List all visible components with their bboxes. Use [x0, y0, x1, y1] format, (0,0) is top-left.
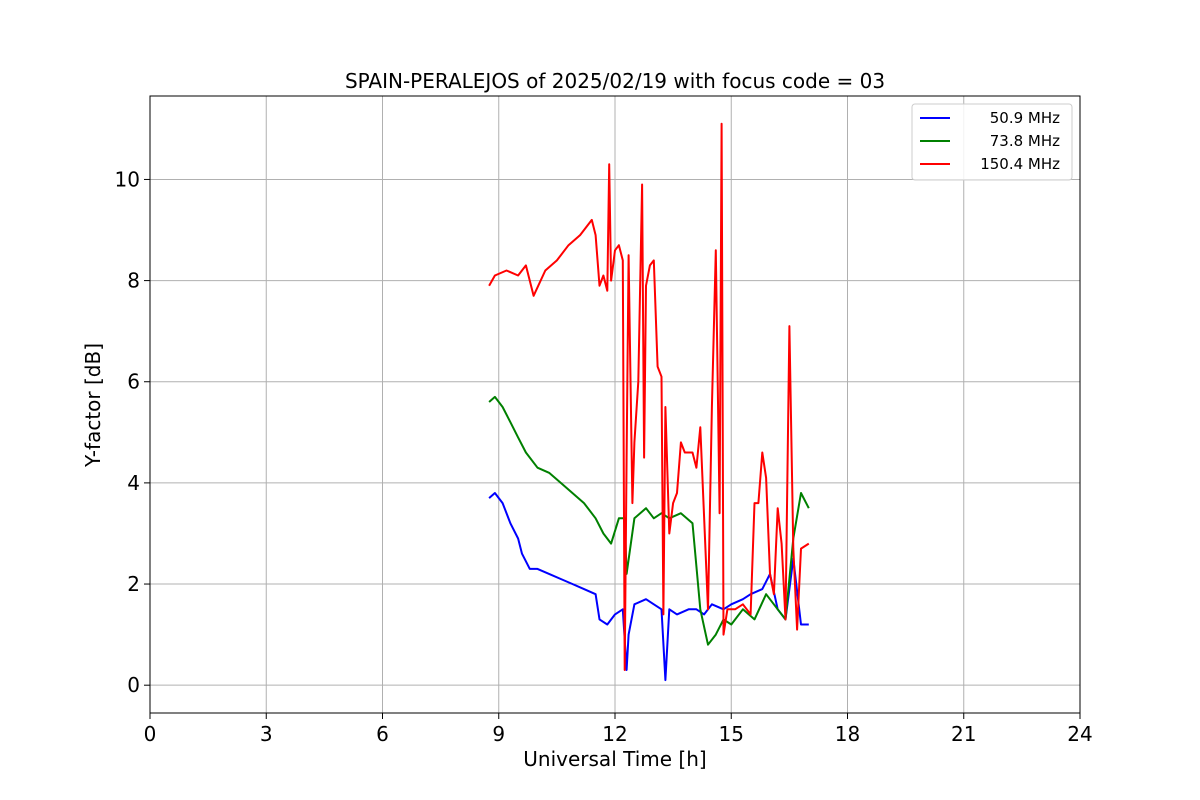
y-tick-label: 8 [127, 269, 140, 293]
x-tick-label: 18 [835, 722, 860, 746]
legend-label: 50.9 MHz [990, 109, 1060, 127]
x-tick-label: 0 [144, 722, 157, 746]
plot-area [488, 122, 810, 682]
y-tick-label: 6 [127, 370, 140, 394]
y-tick-label: 4 [127, 471, 140, 495]
y-axis-label: Y-factor [dB] [81, 343, 105, 468]
legend-label: 150.4 MHz [980, 155, 1060, 173]
y-tick-label: 2 [127, 572, 140, 596]
x-tick-label: 3 [260, 722, 273, 746]
series-line-3 [488, 122, 810, 671]
chart-title: SPAIN-PERALEJOS of 2025/02/19 with focus… [345, 69, 885, 93]
legend-box [911, 103, 1073, 181]
x-axis: 0 3 6 9 12 15 18 21 24 [144, 713, 1093, 746]
legend-label: 73.8 MHz [990, 132, 1060, 150]
legend: 50.9 MHz 73.8 MHz 150.4 MHz [911, 103, 1073, 181]
x-axis-label: Universal Time [h] [523, 747, 706, 771]
y-tick-label: 10 [115, 167, 140, 191]
y-axis: 0 2 4 6 8 10 [115, 167, 150, 697]
x-tick-label: 6 [376, 722, 389, 746]
x-tick-label: 12 [602, 722, 627, 746]
x-tick-label: 15 [719, 722, 744, 746]
x-tick-label: 24 [1067, 722, 1092, 746]
x-tick-label: 21 [951, 722, 976, 746]
series-line-2 [488, 395, 810, 646]
x-tick-label: 9 [492, 722, 505, 746]
y-tick-label: 0 [127, 673, 140, 697]
series-line-1 [488, 492, 809, 682]
